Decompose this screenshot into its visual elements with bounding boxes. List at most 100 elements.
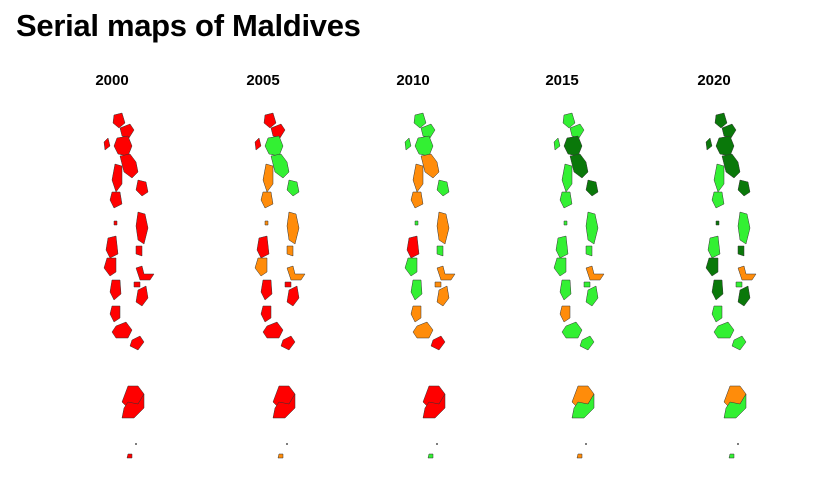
islet-dot — [286, 443, 288, 445]
atoll-region — [133, 281, 141, 288]
atoll-region — [585, 265, 605, 281]
atoll-region — [272, 393, 296, 419]
atoll-region — [563, 220, 568, 226]
atoll-region — [111, 321, 133, 339]
atoll-region — [135, 285, 149, 307]
map-year-label: 2015 — [545, 72, 579, 89]
atoll-region — [109, 305, 121, 323]
atoll-region — [707, 235, 721, 259]
atoll-region — [260, 191, 274, 209]
atoll-region — [436, 179, 450, 197]
atoll-region — [410, 191, 424, 209]
atoll-region — [262, 163, 274, 193]
atoll-region — [103, 257, 117, 277]
atoll-region — [711, 191, 725, 209]
atoll-region — [410, 279, 423, 301]
atoll-region — [109, 279, 122, 301]
atoll-region — [585, 285, 599, 307]
atoll-region — [270, 123, 286, 139]
atoll-region — [434, 281, 442, 288]
atoll-region — [413, 112, 427, 129]
atoll-region — [436, 211, 450, 245]
atoll-region — [264, 135, 284, 157]
atoll-region — [585, 245, 593, 257]
atoll-region — [737, 211, 751, 245]
atoll-region — [559, 305, 571, 323]
atoll-region — [737, 245, 745, 257]
atoll-region — [561, 321, 583, 339]
atoll-region — [135, 211, 149, 245]
map-year-label: 2000 — [95, 72, 129, 89]
atoll-region — [579, 335, 595, 351]
atoll-region — [129, 335, 145, 351]
map-panel-2020: 2020 — [694, 68, 814, 468]
atoll-region — [705, 137, 713, 151]
maldives-map — [705, 112, 757, 459]
atoll-region — [113, 135, 133, 157]
atoll-region — [254, 137, 262, 151]
atoll-region — [109, 191, 123, 209]
atoll-region — [103, 137, 111, 151]
atoll-region — [262, 321, 284, 339]
atoll-region — [404, 257, 418, 277]
atoll-region — [420, 153, 440, 179]
atoll-region — [260, 305, 272, 323]
atoll-region — [420, 123, 436, 139]
atoll-region — [111, 163, 123, 193]
atoll-region — [583, 281, 591, 288]
atoll-region — [286, 265, 306, 281]
atoll-region — [713, 321, 735, 339]
maldives-map — [254, 112, 306, 459]
atoll-region — [406, 235, 420, 259]
atoll-region — [553, 137, 561, 151]
atoll-region — [555, 235, 569, 259]
atoll-region — [585, 179, 599, 197]
atoll-region — [715, 135, 735, 157]
atoll-region — [284, 281, 292, 288]
atoll-region — [105, 235, 119, 259]
map-panel-2005: 2005 — [243, 68, 363, 468]
atoll-region — [563, 135, 583, 157]
atoll-region — [562, 112, 576, 129]
atoll-region — [404, 137, 412, 151]
atoll-region — [728, 453, 735, 459]
atoll-region — [430, 335, 446, 351]
atoll-region — [126, 453, 133, 459]
atoll-region — [286, 245, 294, 257]
page-title: Serial maps of Maldives — [16, 8, 361, 43]
map-year-label: 2005 — [246, 72, 280, 89]
atoll-region — [260, 279, 273, 301]
atoll-region — [737, 179, 751, 197]
atoll-region — [135, 245, 143, 257]
atoll-region — [721, 153, 741, 179]
atoll-region — [119, 123, 135, 139]
map-panel-2000: 2000 — [92, 68, 212, 468]
atoll-region — [559, 191, 573, 209]
atoll-region — [254, 257, 268, 277]
islet-dot — [436, 443, 438, 445]
atoll-region — [412, 321, 434, 339]
maldives-map — [404, 112, 456, 459]
atoll-region — [414, 135, 434, 157]
atoll-region — [422, 393, 446, 419]
atoll-region — [576, 453, 583, 459]
atoll-region — [135, 179, 149, 197]
maldives-map — [103, 112, 155, 459]
atoll-region — [113, 220, 118, 226]
atoll-region — [731, 335, 747, 351]
atoll-region — [715, 220, 720, 226]
atoll-region — [569, 123, 585, 139]
atoll-region — [737, 265, 757, 281]
atoll-region — [119, 153, 139, 179]
islet-dot — [135, 443, 137, 445]
atoll-region — [713, 163, 725, 193]
atoll-region — [277, 453, 284, 459]
atoll-region — [436, 245, 444, 257]
maldives-map — [553, 112, 605, 459]
atoll-region — [723, 393, 747, 419]
atoll-region — [286, 285, 300, 307]
atoll-region — [280, 335, 296, 351]
map-panel-2010: 2010 — [393, 68, 513, 468]
map-year-label: 2020 — [697, 72, 731, 89]
